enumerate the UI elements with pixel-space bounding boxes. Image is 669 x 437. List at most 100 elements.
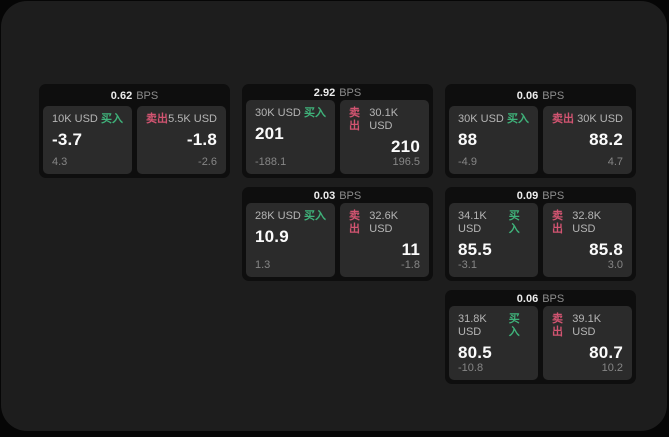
spread-unit-label: BPS [136,89,159,102]
sell-panel-header: 卖出 30.1K USD [349,107,420,133]
buy-amount: 30K USD [255,107,301,119]
spread-value: 0.62 [110,89,133,102]
buy-panel-header: 10K USD 买入 [52,113,123,126]
sell-panel[interactable]: 卖出 32.8K USD 85.8 3.0 [543,203,632,277]
quote-grid: 0.62 BPS 10K USD 买入 -3.7 4.3 卖出 5.5K USD [39,84,636,384]
buy-label: 买入 [507,113,529,125]
buy-price: -3.7 [52,130,83,149]
spread-unit-label: BPS [339,189,362,202]
sell-delta: 196.5 [392,156,420,168]
buy-amount: 31.8K USD [458,313,487,338]
buy-amount: 30K USD [458,113,504,125]
buy-panel-header: 30K USD 买入 [458,113,529,126]
sell-delta: 4.7 [607,156,623,168]
sell-panel[interactable]: 卖出 32.6K USD 11 -1.8 [340,203,429,277]
sell-panel-header: 卖出 32.6K USD [349,210,420,236]
sell-price: 88.2 [589,130,623,149]
sell-label: 卖出 [552,113,574,125]
spread-header: 0.62 BPS [39,84,230,106]
app-window: 0.62 BPS 10K USD 买入 -3.7 4.3 卖出 5.5K USD [1,1,667,431]
sell-price: 80.7 [589,343,623,362]
sell-panel-header: 卖出 30K USD [552,113,623,126]
quote-card-3: 0.06 BPS 30K USD 买入 88 -4.9 卖出 30K USD [445,84,636,178]
sell-amount: 30.1K USD [369,107,399,132]
buy-delta: 4.3 [52,156,68,168]
buy-delta: -188.1 [255,156,287,168]
buy-label: 买入 [508,313,520,338]
buy-price: 85.5 [458,240,492,259]
buy-amount: 10K USD [52,113,98,125]
buy-delta: 1.3 [255,259,271,271]
spread-header: 0.09 BPS [445,187,636,203]
sell-delta: -2.6 [198,156,217,168]
spread-value: 2.92 [313,86,336,99]
buy-panel[interactable]: 28K USD 买入 10.9 1.3 [246,203,335,277]
buy-panel-header: 34.1K USD 买入 [458,210,529,236]
buy-panel[interactable]: 34.1K USD 买入 85.5 -3.1 [449,203,538,277]
quote-card-6: 0.06 BPS 31.8K USD 买入 80.5 -10.8 卖出 39.1… [445,290,636,384]
quote-card-2: 2.92 BPS 30K USD 买入 201 -188.1 卖出 30.1K … [242,84,433,178]
spread-value: 0.06 [516,89,539,102]
buy-label: 买入 [101,113,123,125]
quote-card-body: 30K USD 买入 88 -4.9 卖出 30K USD 88.2 4.7 [445,106,636,178]
sell-amount: 39.1K USD [572,313,602,338]
buy-delta: -4.9 [458,156,477,168]
buy-label: 买入 [508,210,520,235]
sell-panel-header: 卖出 39.1K USD [552,313,623,339]
quote-card-body: 10K USD 买入 -3.7 4.3 卖出 5.5K USD -1.8 -2.… [39,106,230,178]
sell-price: 210 [391,137,420,156]
spread-unit-label: BPS [339,86,362,99]
buy-label: 买入 [304,210,326,222]
buy-price: 88 [458,130,478,149]
spread-value: 0.09 [516,189,539,202]
spread-unit-label: BPS [542,89,565,102]
sell-panel[interactable]: 卖出 5.5K USD -1.8 -2.6 [137,106,226,174]
buy-panel-header: 30K USD 买入 [255,107,326,120]
buy-panel-header: 28K USD 买入 [255,210,326,223]
quote-card-body: 31.8K USD 买入 80.5 -10.8 卖出 39.1K USD 80.… [445,306,636,384]
sell-delta: -1.8 [401,259,420,271]
sell-panel[interactable]: 卖出 30.1K USD 210 196.5 [340,100,429,174]
buy-panel[interactable]: 10K USD 买入 -3.7 4.3 [43,106,132,174]
quote-card-body: 30K USD 买入 201 -188.1 卖出 30.1K USD 210 1… [242,100,433,178]
sell-price: 11 [401,240,420,259]
buy-delta: -3.1 [458,259,477,271]
sell-delta: 10.2 [601,362,623,374]
quote-card-1: 0.62 BPS 10K USD 买入 -3.7 4.3 卖出 5.5K USD [39,84,230,178]
spread-header: 0.06 BPS [445,290,636,306]
sell-panel[interactable]: 卖出 30K USD 88.2 4.7 [543,106,632,174]
quote-card-body: 28K USD 买入 10.9 1.3 卖出 32.6K USD 11 -1.8 [242,203,433,281]
sell-label: 卖出 [552,210,563,235]
sell-delta: 3.0 [607,259,623,271]
sell-price: 85.8 [589,240,623,259]
spread-unit-label: BPS [542,292,565,305]
spread-header: 2.92 BPS [242,84,433,100]
buy-label: 买入 [304,107,326,119]
buy-amount: 28K USD [255,210,301,222]
buy-panel[interactable]: 30K USD 买入 201 -188.1 [246,100,335,174]
buy-panel[interactable]: 30K USD 买入 88 -4.9 [449,106,538,174]
sell-amount: 32.8K USD [572,210,602,235]
sell-amount: 30K USD [577,113,623,125]
sell-panel[interactable]: 卖出 39.1K USD 80.7 10.2 [543,306,632,380]
spread-value: 0.06 [516,292,539,305]
spread-header: 0.06 BPS [445,84,636,106]
spread-header: 0.03 BPS [242,187,433,203]
sell-label: 卖出 [349,107,360,132]
buy-panel-header: 31.8K USD 买入 [458,313,529,339]
sell-label: 卖出 [552,313,563,338]
sell-amount: 32.6K USD [369,210,399,235]
buy-price: 201 [255,124,284,143]
buy-panel[interactable]: 31.8K USD 买入 80.5 -10.8 [449,306,538,380]
sell-panel-header: 卖出 32.8K USD [552,210,623,236]
sell-amount: 5.5K USD [168,113,217,125]
sell-price: -1.8 [186,130,217,149]
buy-delta: -10.8 [458,362,484,374]
buy-amount: 34.1K USD [458,210,487,235]
spread-value: 0.03 [313,189,336,202]
quote-card-5: 0.09 BPS 34.1K USD 买入 85.5 -3.1 卖出 32.8K… [445,187,636,281]
sell-label: 卖出 [349,210,360,235]
sell-panel-header: 卖出 5.5K USD [146,113,217,126]
buy-price: 10.9 [255,227,289,246]
sell-label: 卖出 [146,113,168,125]
